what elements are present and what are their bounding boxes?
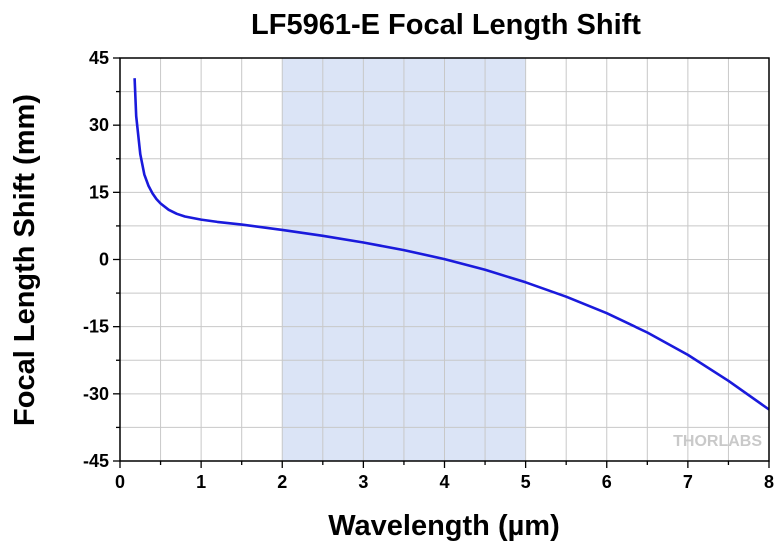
y-tick-label: -15 [83,317,109,337]
x-tick-label: 0 [115,472,125,492]
x-tick-label: 3 [358,472,368,492]
x-tick-label: 7 [683,472,693,492]
y-axis-title: Focal Length Shift (mm) [9,94,41,426]
x-tick-label: 5 [521,472,531,492]
series-line [133,78,770,411]
y-tick-label: 0 [99,250,109,270]
y-tick-label: -45 [83,451,109,471]
x-tick-label: 2 [277,472,287,492]
y-tick-label: 45 [89,48,109,68]
y-tick-label: 15 [89,182,109,202]
x-tick-label: 8 [764,472,774,492]
x-tick-label: 1 [196,472,206,492]
x-tick-label: 4 [439,472,449,492]
thorlabs-watermark: THORLABS [673,433,762,450]
y-axis-ticks: -45 -30 -15 0 15 30 45 [83,48,120,471]
x-axis-title: Wavelength (µm) [328,510,560,542]
y-tick-label: -30 [83,384,109,404]
y-tick-label: 30 [89,115,109,135]
x-tick-label: 6 [602,472,612,492]
series-layer [133,78,770,411]
x-axis-ticks: 0 1 2 3 4 5 6 7 8 [115,461,774,492]
chart-title: LF5961-E Focal Length Shift [251,9,641,41]
